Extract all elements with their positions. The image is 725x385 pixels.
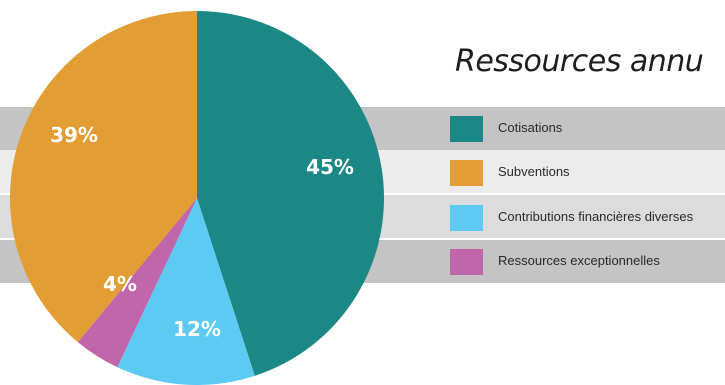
legend-swatch-cotisations	[450, 116, 483, 142]
legend-swatch-contributions	[450, 205, 483, 231]
legend-label-contributions: Contributions financières diverses	[498, 209, 694, 224]
legend-swatch-ressources-exceptionnelles	[450, 249, 483, 275]
legend-label-cotisations: Cotisations	[498, 120, 563, 135]
legend-label-subventions: Subventions	[498, 164, 570, 179]
pie-slice-2	[77, 198, 197, 368]
pie-slice-label-1: 12%	[173, 317, 221, 341]
pie-slice-0	[197, 10, 385, 376]
legend-swatch-subventions	[450, 160, 483, 186]
legend-label-ressources-exceptionnelles: Ressources exceptionnelles	[498, 253, 660, 268]
pie-slice-1	[117, 198, 255, 385]
pie-slice-3	[9, 11, 198, 343]
chart-title: Ressources annu	[455, 44, 704, 79]
pie-slice-label-0: 45%	[306, 155, 354, 179]
pie-slice-label-2: 4%	[103, 272, 137, 296]
pie-slice-label-3: 39%	[50, 123, 98, 147]
